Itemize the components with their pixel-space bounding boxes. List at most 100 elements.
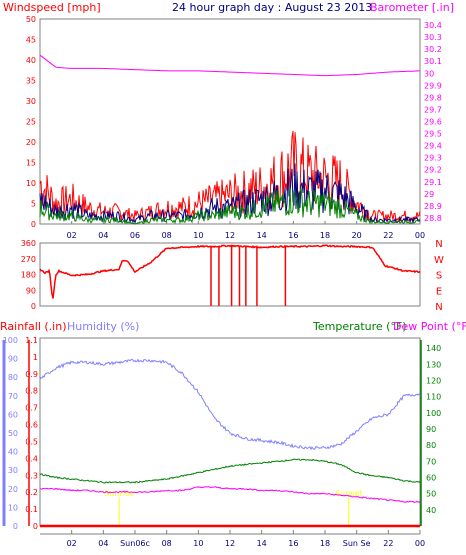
sun-marker-label: Sunset bbox=[335, 489, 362, 498]
humidity-line bbox=[39, 358, 421, 451]
baro-tick-label: 30.3 bbox=[424, 33, 442, 42]
temp-tick-label: 140 bbox=[426, 344, 441, 353]
wind-tick-label: 10 bbox=[26, 179, 36, 188]
wind-x-tick-label: 18 bbox=[320, 231, 330, 240]
humidity-tick-label: 80 bbox=[8, 373, 18, 382]
baro-tick-label: 29.1 bbox=[424, 178, 442, 187]
baro-tick-label: 29.5 bbox=[424, 130, 442, 139]
wind-x-tick-label: 00 bbox=[415, 231, 425, 240]
wind-x-tick-label: 16 bbox=[288, 231, 298, 240]
rain-tick-label: 1 bbox=[33, 353, 38, 362]
baro-tick-label: 29.3 bbox=[424, 154, 442, 163]
wind-tick-label: 30 bbox=[26, 97, 36, 106]
rain-tick-label: 0.4 bbox=[25, 454, 38, 463]
baro-tick-label: 29.8 bbox=[424, 93, 442, 102]
climate-x-tick-label: 22 bbox=[383, 539, 393, 548]
barometer-line bbox=[39, 54, 420, 77]
baro-tick-label: 29.4 bbox=[424, 142, 442, 151]
baro-tick-label: 29.7 bbox=[424, 105, 442, 114]
wind-series-line bbox=[39, 187, 421, 225]
temp-tick-label: 120 bbox=[426, 376, 441, 385]
wind-x-tick-label: 02 bbox=[67, 231, 77, 240]
legend-rainfall: Rainfall (.in) bbox=[0, 320, 67, 333]
climate-x-tick-label: 08 bbox=[162, 539, 172, 548]
temp-tick-label: 90 bbox=[426, 425, 436, 434]
wind-tick-label: 45 bbox=[26, 36, 36, 45]
rain-tick-label: 0.7 bbox=[25, 404, 38, 413]
baro-tick-label: 29 bbox=[424, 190, 434, 199]
temp-tick-label: 80 bbox=[426, 441, 436, 450]
wind-x-tick-label: 12 bbox=[225, 231, 235, 240]
rain-tick-label: 0.9 bbox=[25, 370, 38, 379]
temp-tick-label: 130 bbox=[426, 360, 441, 369]
humidity-tick-label: 90 bbox=[8, 355, 18, 364]
dewpoint-line bbox=[39, 486, 421, 503]
temp-tick-label: 60 bbox=[426, 473, 436, 482]
legend-humidity: Humidity (%) bbox=[67, 320, 139, 333]
climate-x-tick-label: Sun Se bbox=[343, 539, 371, 548]
rain-tick-label: 0.2 bbox=[25, 488, 38, 497]
compass-label: E bbox=[436, 286, 442, 297]
direction-tick-label: 270 bbox=[21, 255, 36, 264]
climate-x-tick-label: 10 bbox=[193, 539, 203, 548]
humidity-tick-label: 30 bbox=[8, 466, 18, 475]
wind-x-tick-label: 20 bbox=[352, 231, 362, 240]
rain-tick-label: 0.8 bbox=[25, 387, 38, 396]
rain-tick-label: 0.5 bbox=[25, 437, 38, 446]
legend-temperature: Temperature (°F) bbox=[312, 320, 407, 333]
rain-tick-label: 0.3 bbox=[25, 471, 38, 480]
wind-x-tick-label: 06 bbox=[130, 231, 140, 240]
humidity-tick-label: 100 bbox=[3, 336, 18, 345]
temperature-line bbox=[39, 458, 421, 484]
temp-tick-label: 100 bbox=[426, 409, 441, 418]
wind-series-line bbox=[39, 130, 421, 224]
wind-x-tick-label: 04 bbox=[98, 231, 108, 240]
humidity-tick-label: 50 bbox=[8, 429, 18, 438]
compass-label: N bbox=[435, 302, 442, 313]
rain-tick-label: 0.1 bbox=[25, 505, 38, 514]
direction-plot-frame bbox=[39, 242, 421, 307]
humidity-tick-label: 0 bbox=[13, 522, 18, 531]
rain-tick-label: 0 bbox=[33, 522, 38, 531]
baro-tick-label: 30.2 bbox=[424, 45, 442, 54]
rain-tick-label: 0.6 bbox=[25, 421, 38, 430]
baro-tick-label: 28.9 bbox=[424, 202, 442, 211]
rain-tick-label: 1.1 bbox=[25, 336, 38, 345]
temp-tick-label: 40 bbox=[426, 506, 436, 515]
baro-tick-label: 28.8 bbox=[424, 214, 442, 223]
humidity-tick-label: 40 bbox=[8, 448, 18, 457]
wind-tick-label: 35 bbox=[26, 77, 36, 86]
wind-tick-label: 25 bbox=[26, 118, 36, 127]
baro-tick-label: 30.1 bbox=[424, 57, 442, 66]
direction-line bbox=[39, 244, 421, 299]
legend-dewpoint: Dew Point (°F) bbox=[393, 320, 466, 333]
temp-tick-label: 110 bbox=[426, 393, 441, 402]
wind-tick-label: 15 bbox=[26, 159, 36, 168]
wind-tick-label: 5 bbox=[31, 200, 36, 209]
sun-marker-label: Sunrise bbox=[104, 489, 134, 498]
chart-marks: 0510152025303540455028.828.92929.129.229… bbox=[3, 15, 444, 548]
direction-tick-label: 360 bbox=[21, 239, 36, 248]
baro-tick-label: 30.4 bbox=[424, 21, 442, 30]
wind-x-tick-label: 10 bbox=[193, 231, 203, 240]
wind-tick-label: 20 bbox=[26, 138, 36, 147]
climate-x-tick-label: 02 bbox=[67, 539, 77, 548]
baro-tick-label: 29.6 bbox=[424, 118, 442, 127]
wind-tick-label: 40 bbox=[26, 56, 36, 65]
humidity-tick-label: 70 bbox=[8, 392, 18, 401]
climate-x-tick-label: 16 bbox=[288, 539, 298, 548]
main-title: 24 hour graph day : August 23 2013 bbox=[172, 1, 372, 14]
climate-x-tick-label: 12 bbox=[225, 539, 235, 548]
baro-tick-label: 30 bbox=[424, 69, 434, 78]
humidity-tick-label: 60 bbox=[8, 410, 18, 419]
wind-x-tick-label: 08 bbox=[162, 231, 172, 240]
humidity-tick-label: 20 bbox=[8, 485, 18, 494]
compass-label: W bbox=[434, 255, 444, 266]
direction-tick-label: 90 bbox=[26, 286, 36, 295]
climate-x-tick-label: 04 bbox=[98, 539, 108, 548]
wind-tick-label: 50 bbox=[26, 15, 36, 24]
wind-x-tick-label: 22 bbox=[383, 231, 393, 240]
humidity-tick-label: 10 bbox=[8, 503, 18, 512]
